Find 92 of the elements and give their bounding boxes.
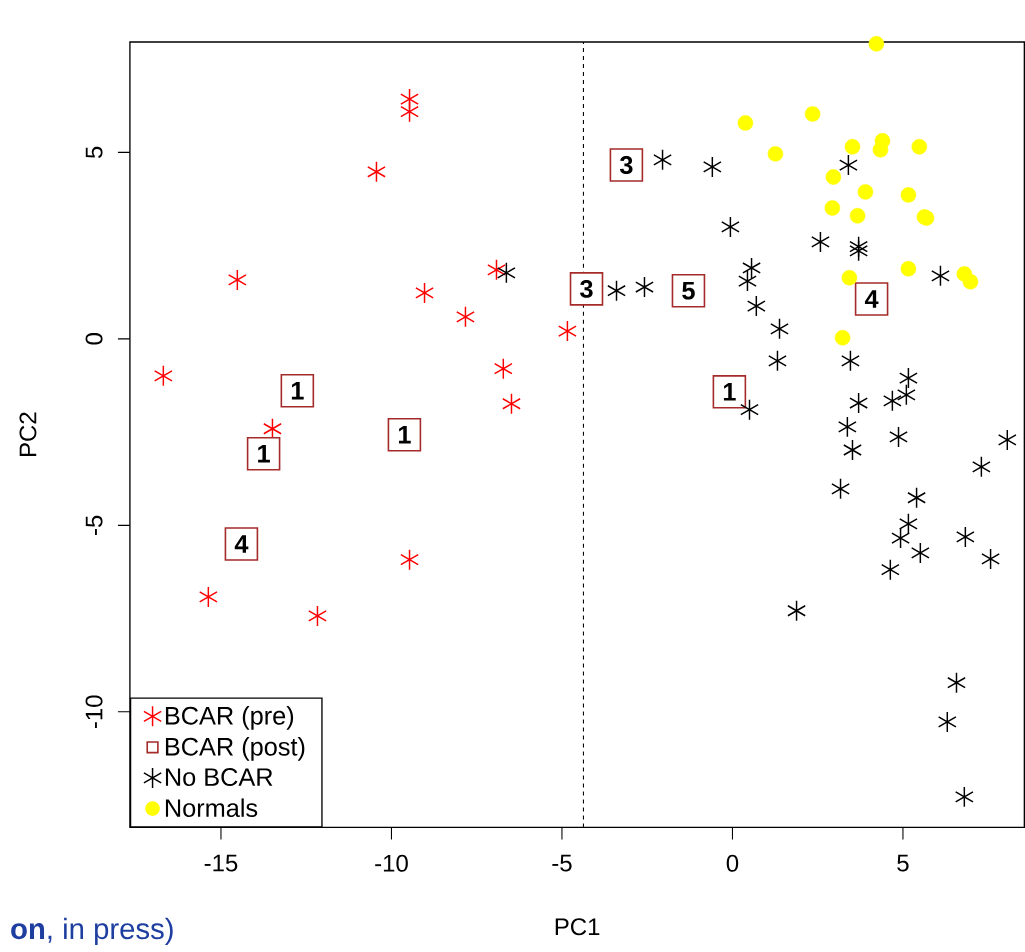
annotation: 3	[580, 279, 593, 298]
point	[891, 527, 910, 549]
point	[496, 261, 516, 284]
point	[882, 389, 902, 412]
point	[849, 392, 869, 414]
point	[824, 200, 841, 216]
point	[880, 558, 900, 581]
point	[981, 547, 1000, 570]
point	[607, 279, 626, 302]
point	[899, 512, 918, 535]
point	[841, 269, 858, 286]
point	[834, 329, 851, 346]
annotation: 1	[398, 425, 411, 444]
x-tick-label: -10	[375, 854, 408, 872]
point	[367, 160, 386, 183]
point	[502, 392, 521, 415]
point	[493, 357, 513, 380]
point	[907, 486, 926, 509]
point	[400, 548, 419, 571]
point	[868, 35, 885, 52]
point	[198, 586, 218, 608]
annotation: 4	[234, 535, 249, 553]
annotation: 1	[723, 382, 736, 401]
point	[844, 138, 861, 155]
y-tick-label: 0	[85, 332, 103, 345]
point	[889, 426, 908, 448]
point	[770, 317, 789, 340]
point	[997, 429, 1017, 451]
annotation: 3	[619, 155, 633, 174]
point	[971, 455, 991, 478]
annotation: 4	[864, 290, 879, 308]
point	[872, 141, 889, 158]
point	[849, 207, 866, 224]
point	[721, 216, 740, 238]
point	[843, 439, 862, 461]
point	[900, 260, 917, 277]
legend-label: No BCAR	[165, 767, 273, 786]
x-tick-label: -5	[552, 854, 572, 872]
y-axis-title: PC2	[19, 412, 37, 456]
point	[740, 398, 759, 421]
point	[702, 155, 722, 178]
y-tick-label: -10	[85, 695, 103, 728]
annotation: 5	[682, 281, 695, 300]
point	[811, 230, 830, 253]
x-tick-label: 0	[726, 854, 739, 872]
point	[954, 785, 974, 808]
point	[900, 186, 917, 203]
x-tick-label: -15	[204, 854, 238, 872]
point	[737, 114, 754, 131]
point	[838, 154, 858, 176]
point	[308, 605, 327, 627]
point	[263, 417, 282, 440]
point	[931, 264, 950, 287]
point	[857, 183, 874, 200]
point	[153, 364, 173, 387]
point	[415, 282, 434, 304]
point	[841, 349, 860, 372]
point	[227, 269, 247, 291]
x-axis-title: PC1	[555, 918, 600, 936]
annotation: 1	[291, 381, 304, 400]
point	[911, 138, 928, 155]
point	[400, 100, 419, 123]
point	[804, 106, 821, 122]
text: on, in press)	[11, 917, 173, 945]
point	[947, 671, 966, 694]
point	[962, 273, 979, 290]
annotation: 1	[258, 444, 270, 463]
point	[955, 525, 975, 548]
point	[558, 320, 577, 342]
point	[746, 295, 766, 317]
point	[768, 349, 787, 372]
point	[837, 415, 857, 438]
y-tick-label: -5	[85, 515, 103, 535]
legend-label: BCAR (pre)	[165, 705, 294, 730]
point	[831, 477, 850, 500]
legend-label: Normals	[165, 798, 258, 817]
point	[653, 148, 672, 171]
point	[899, 367, 918, 389]
y-tick-label: 5	[85, 146, 103, 158]
legend-label: BCAR (post)	[165, 736, 305, 761]
point	[456, 305, 475, 328]
point	[910, 542, 930, 564]
point	[787, 599, 806, 622]
x-tick-label: 5	[897, 854, 909, 872]
point	[767, 145, 784, 162]
point	[738, 270, 757, 292]
point	[896, 383, 916, 406]
point	[937, 710, 957, 733]
point	[825, 169, 842, 185]
point	[635, 276, 654, 298]
point	[742, 257, 761, 279]
point	[487, 258, 506, 281]
